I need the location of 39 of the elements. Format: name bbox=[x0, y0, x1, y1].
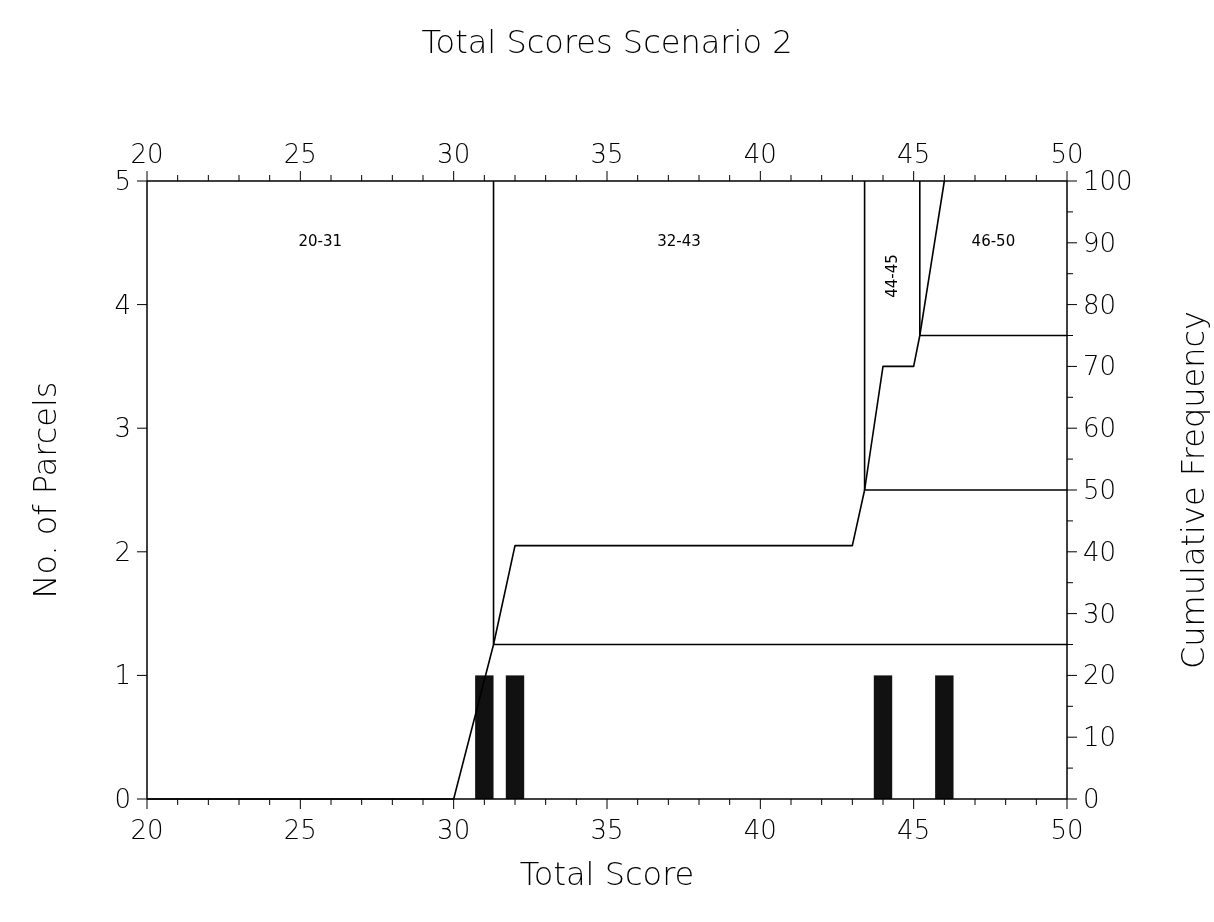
y2-tick-label: 10 bbox=[1083, 722, 1117, 753]
y-tick-label: 1 bbox=[114, 660, 131, 691]
x-tick-label: 25 bbox=[283, 139, 317, 169]
annotation: 46-50 bbox=[971, 231, 1016, 250]
chart-title: Total Scores Scenario 2 bbox=[421, 23, 793, 61]
y-tick-label: 3 bbox=[114, 413, 131, 444]
y2-tick-label: 90 bbox=[1083, 227, 1117, 258]
y-tick-label: 0 bbox=[114, 784, 131, 814]
x2-tick-label: 25 bbox=[283, 815, 317, 845]
y2-tick-label: 60 bbox=[1083, 413, 1117, 444]
y2-tick-label: 30 bbox=[1083, 598, 1117, 629]
y-tick-label: 2 bbox=[114, 536, 131, 567]
x2-tick-label: 50 bbox=[1050, 815, 1084, 845]
x-axis-title: Total Score bbox=[519, 855, 695, 893]
y2-tick-label: 70 bbox=[1083, 351, 1117, 382]
x-tick-label: 20 bbox=[130, 139, 164, 169]
y-axis-title: No. of Parcels bbox=[26, 381, 64, 599]
x-tick-label: 50 bbox=[1050, 139, 1084, 169]
y2-axis-title: Cumulative Frequency bbox=[1174, 310, 1212, 670]
y2-tick-label: 20 bbox=[1083, 660, 1117, 691]
x2-tick-label: 20 bbox=[130, 815, 164, 845]
y2-tick-label: 80 bbox=[1083, 289, 1117, 320]
annotation: 44-45 bbox=[882, 254, 901, 298]
x2-tick-label: 35 bbox=[590, 815, 624, 845]
x2-tick-label: 45 bbox=[897, 815, 931, 845]
x2-tick-label: 30 bbox=[437, 815, 471, 845]
x-tick-label: 30 bbox=[437, 139, 471, 169]
annotation: 32-43 bbox=[657, 231, 701, 250]
x2-tick-label: 40 bbox=[743, 815, 777, 845]
x-tick-label: 40 bbox=[743, 139, 777, 169]
x-tick-label: 45 bbox=[897, 139, 931, 169]
y2-tick-label: 100 bbox=[1083, 166, 1133, 196]
y-tick-label: 4 bbox=[114, 289, 131, 320]
y2-tick-label: 50 bbox=[1083, 475, 1117, 505]
y2-tick-label: 0 bbox=[1083, 784, 1100, 814]
y-tick-label: 5 bbox=[114, 166, 131, 196]
annotation: 20-31 bbox=[298, 231, 343, 250]
x-tick-label: 35 bbox=[590, 139, 624, 169]
y2-tick-label: 40 bbox=[1083, 536, 1117, 567]
